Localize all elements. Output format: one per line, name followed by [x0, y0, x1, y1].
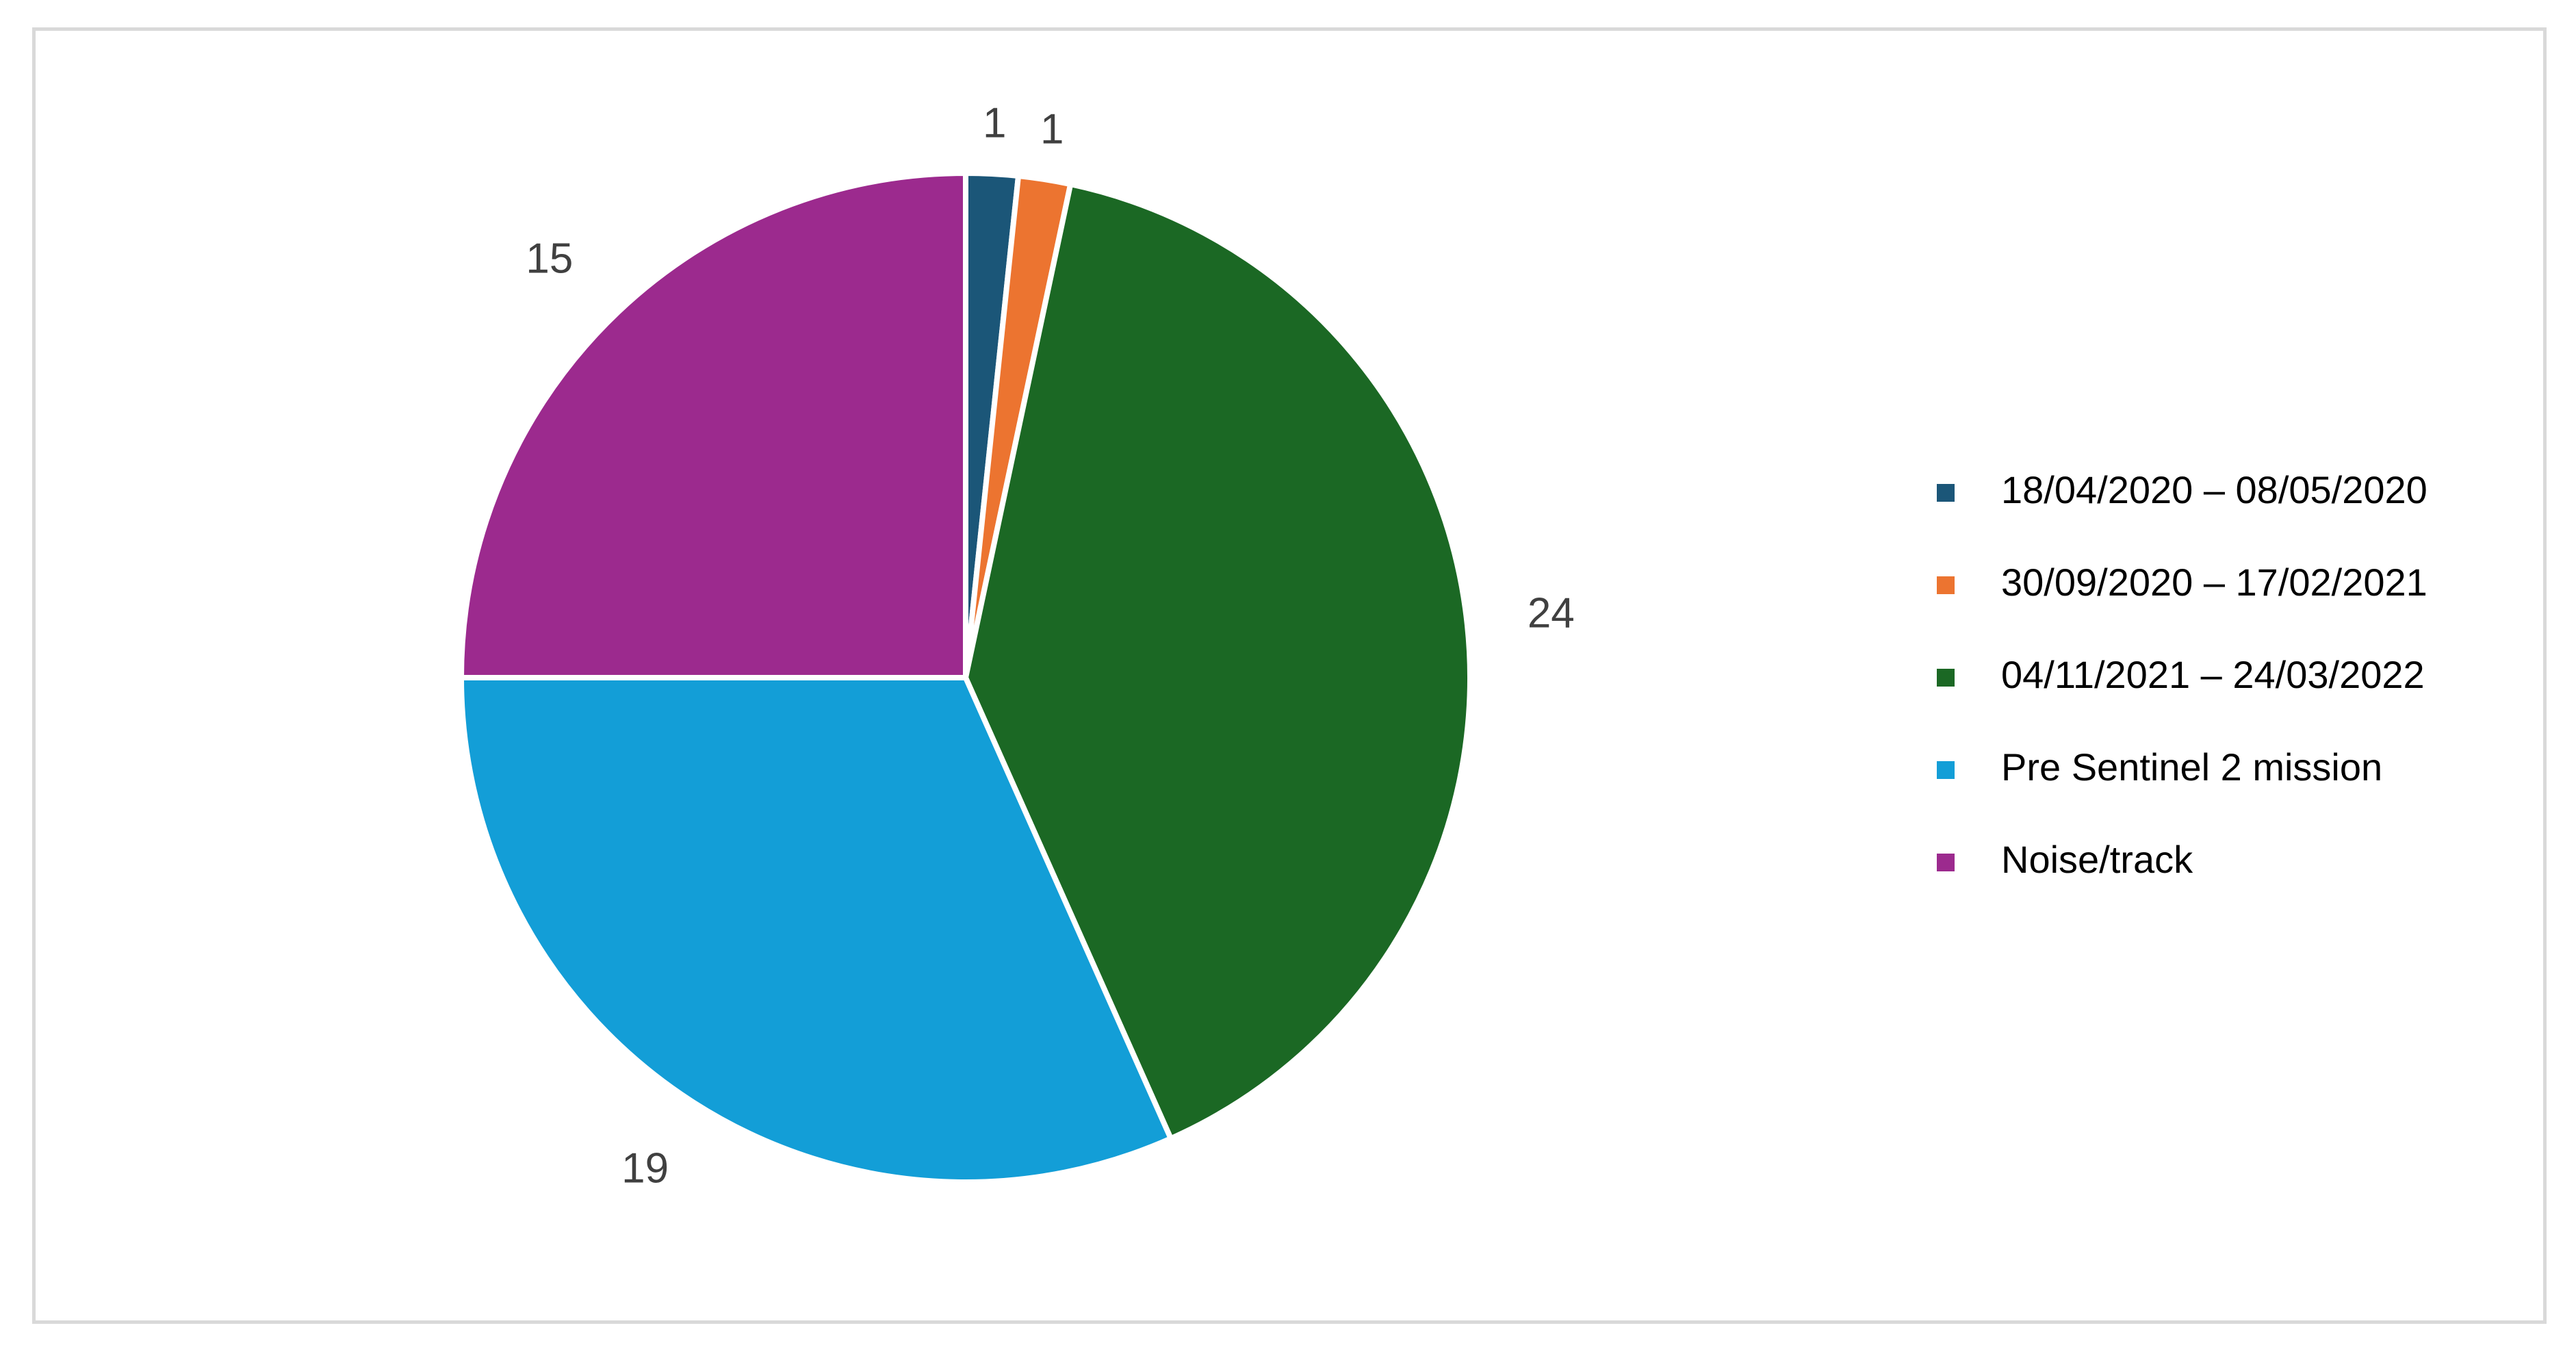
pie-slice-5 — [459, 170, 968, 680]
data-label-5: 15 — [526, 235, 573, 282]
legend-swatch-2 — [1937, 576, 1955, 594]
legend-swatch-3 — [1937, 669, 1955, 687]
legend-label-5: Noise/track — [2001, 838, 2193, 881]
legend-label-3: 04/11/2021 – 24/03/2022 — [2001, 653, 2425, 696]
data-label-2: 1 — [1040, 105, 1064, 153]
pie-slice-3 — [963, 181, 1473, 1142]
pie-slices — [459, 170, 1473, 1185]
data-labels: 1 1 24 19 15 — [526, 99, 1574, 1192]
legend-swatch-5 — [1937, 854, 1955, 871]
data-label-1: 1 — [983, 99, 1006, 146]
legend-swatch-1 — [1937, 484, 1955, 502]
legend-label-1: 18/04/2020 – 08/05/2020 — [2001, 468, 2427, 511]
data-label-3: 24 — [1528, 589, 1575, 637]
pie-slice-4 — [459, 675, 1174, 1185]
data-label-4: 19 — [621, 1145, 669, 1192]
legend-label-2: 30/09/2020 – 17/02/2021 — [2001, 561, 2427, 604]
legend: 18/04/2020 – 08/05/2020 30/09/2020 – 17/0… — [1937, 468, 2427, 881]
legend-swatch-4 — [1937, 761, 1955, 779]
legend-label-4: Pre Sentinel 2 mission — [2001, 745, 2382, 789]
